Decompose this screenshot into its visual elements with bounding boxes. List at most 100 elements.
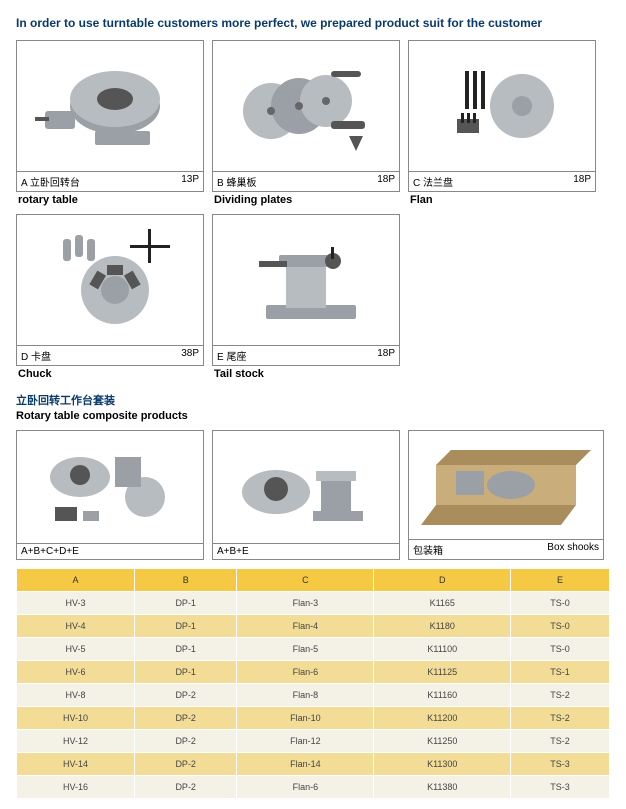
table-cell: HV-16	[17, 776, 135, 799]
product-card: B 蜂巢板 18P	[212, 40, 400, 192]
table-cell: DP-2	[135, 707, 237, 730]
card-page: 38P	[181, 348, 199, 363]
card-code: E 尾座	[217, 348, 246, 363]
table-header: C	[237, 569, 374, 592]
table-cell: K11100	[374, 638, 511, 661]
section2-en: Rotary table composite products	[16, 410, 610, 422]
table-cell: TS-0	[511, 592, 610, 615]
table-cell: TS-1	[511, 661, 610, 684]
table-cell: DP-1	[135, 638, 237, 661]
table-row: HV-4DP-1Flan-4K1180TS-0	[17, 615, 610, 638]
table-header: E	[511, 569, 610, 592]
table-cell: TS-3	[511, 776, 610, 799]
box-shooks-image	[409, 431, 603, 539]
composite-image	[213, 431, 399, 543]
table-cell: HV-6	[17, 661, 135, 684]
table-cell: HV-10	[17, 707, 135, 730]
table-cell: K11250	[374, 730, 511, 753]
table-cell: K11200	[374, 707, 511, 730]
table-cell: HV-12	[17, 730, 135, 753]
card-block: A 立卧回转台 13P rotary table	[16, 40, 204, 206]
table-cell: TS-2	[511, 684, 610, 707]
card-code: C 法兰盘	[413, 174, 453, 189]
table-cell: Flan-4	[237, 615, 374, 638]
table-header: B	[135, 569, 237, 592]
table-cell: DP-2	[135, 753, 237, 776]
card-label-row: A 立卧回转台 13P	[17, 171, 203, 191]
table-cell: K1180	[374, 615, 511, 638]
table-cell: TS-0	[511, 638, 610, 661]
table-row: HV-16DP-2Flan-6K11380TS-3	[17, 776, 610, 799]
table-cell: TS-2	[511, 707, 610, 730]
tailstock-image	[213, 215, 399, 345]
page-heading: In order to use turntable customers more…	[16, 16, 610, 30]
composite-products-table: A B C D E HV-3DP-1Flan-3K1165TS-0HV-4DP-…	[16, 568, 610, 799]
chuck-image	[17, 215, 203, 345]
product-card: D 卡盘 38P	[16, 214, 204, 366]
table-cell: TS-3	[511, 753, 610, 776]
table-row: HV-10DP-2Flan-10K11200TS-2	[17, 707, 610, 730]
table-row: HV-3DP-1Flan-3K1165TS-0	[17, 592, 610, 615]
table-cell: Flan-8	[237, 684, 374, 707]
product-card: C 法兰盘 18P	[408, 40, 596, 192]
table-cell: DP-2	[135, 776, 237, 799]
table-cell: HV-8	[17, 684, 135, 707]
composite-label-left: 包装箱	[413, 542, 443, 557]
card-caption: Flan	[408, 192, 596, 206]
card-label-row: E 尾座 18P	[213, 345, 399, 365]
table-cell: DP-1	[135, 661, 237, 684]
composite-label-row: A+B+E	[213, 543, 399, 559]
card-code: D 卡盘	[21, 348, 51, 363]
table-header-row: A B C D E	[17, 569, 610, 592]
card-label-row: C 法兰盘 18P	[409, 171, 595, 191]
flan-image	[409, 41, 595, 171]
table-cell: K11160	[374, 684, 511, 707]
composite-card: 包装箱 Box shooks	[408, 430, 604, 560]
product-card: E 尾座 18P	[212, 214, 400, 366]
table-cell: TS-0	[511, 615, 610, 638]
composite-card: A+B+E	[212, 430, 400, 560]
composite-label-left: A+B+C+D+E	[21, 546, 79, 557]
product-card-grid: A 立卧回转台 13P rotary table B 蜂巢板 1	[16, 40, 610, 380]
table-cell: HV-4	[17, 615, 135, 638]
table-cell: TS-2	[511, 730, 610, 753]
card-caption: rotary table	[16, 192, 204, 206]
composite-label-right: Box shooks	[547, 542, 599, 557]
card-page: 13P	[181, 174, 199, 189]
table-row: HV-5DP-1Flan-5K11100TS-0	[17, 638, 610, 661]
table-header: D	[374, 569, 511, 592]
product-card: A 立卧回转台 13P	[16, 40, 204, 192]
card-caption: Tail stock	[212, 366, 400, 380]
rotary-table-image	[17, 41, 203, 171]
table-header: A	[17, 569, 135, 592]
table-cell: K1165	[374, 592, 511, 615]
card-caption: Dividing plates	[212, 192, 400, 206]
composite-card: A+B+C+D+E	[16, 430, 204, 560]
table-cell: K11380	[374, 776, 511, 799]
card-code: A 立卧回转台	[21, 174, 80, 189]
card-caption: Chuck	[16, 366, 204, 380]
table-cell: DP-1	[135, 615, 237, 638]
table-cell: DP-2	[135, 730, 237, 753]
table-cell: Flan-10	[237, 707, 374, 730]
dividing-plates-image	[213, 41, 399, 171]
table-cell: HV-3	[17, 592, 135, 615]
card-code: B 蜂巢板	[217, 174, 256, 189]
composite-label-left: A+B+E	[217, 546, 249, 557]
card-label-row: B 蜂巢板 18P	[213, 171, 399, 191]
table-cell: Flan-5	[237, 638, 374, 661]
table-cell: K11300	[374, 753, 511, 776]
table-cell: DP-2	[135, 684, 237, 707]
card-page: 18P	[377, 174, 395, 189]
composite-card-row: A+B+C+D+E A+B+E	[16, 430, 610, 560]
card-block: C 法兰盘 18P Flan	[408, 40, 596, 206]
card-block: E 尾座 18P Tail stock	[212, 214, 400, 380]
table-cell: Flan-14	[237, 753, 374, 776]
card-page: 18P	[573, 174, 591, 189]
table-row: HV-8DP-2Flan-8K11160TS-2	[17, 684, 610, 707]
table-cell: HV-5	[17, 638, 135, 661]
table-cell: Flan-12	[237, 730, 374, 753]
table-row: HV-14DP-2Flan-14K11300TS-3	[17, 753, 610, 776]
table-body: HV-3DP-1Flan-3K1165TS-0HV-4DP-1Flan-4K11…	[17, 592, 610, 799]
card-block: B 蜂巢板 18P Dividing plates	[212, 40, 400, 206]
